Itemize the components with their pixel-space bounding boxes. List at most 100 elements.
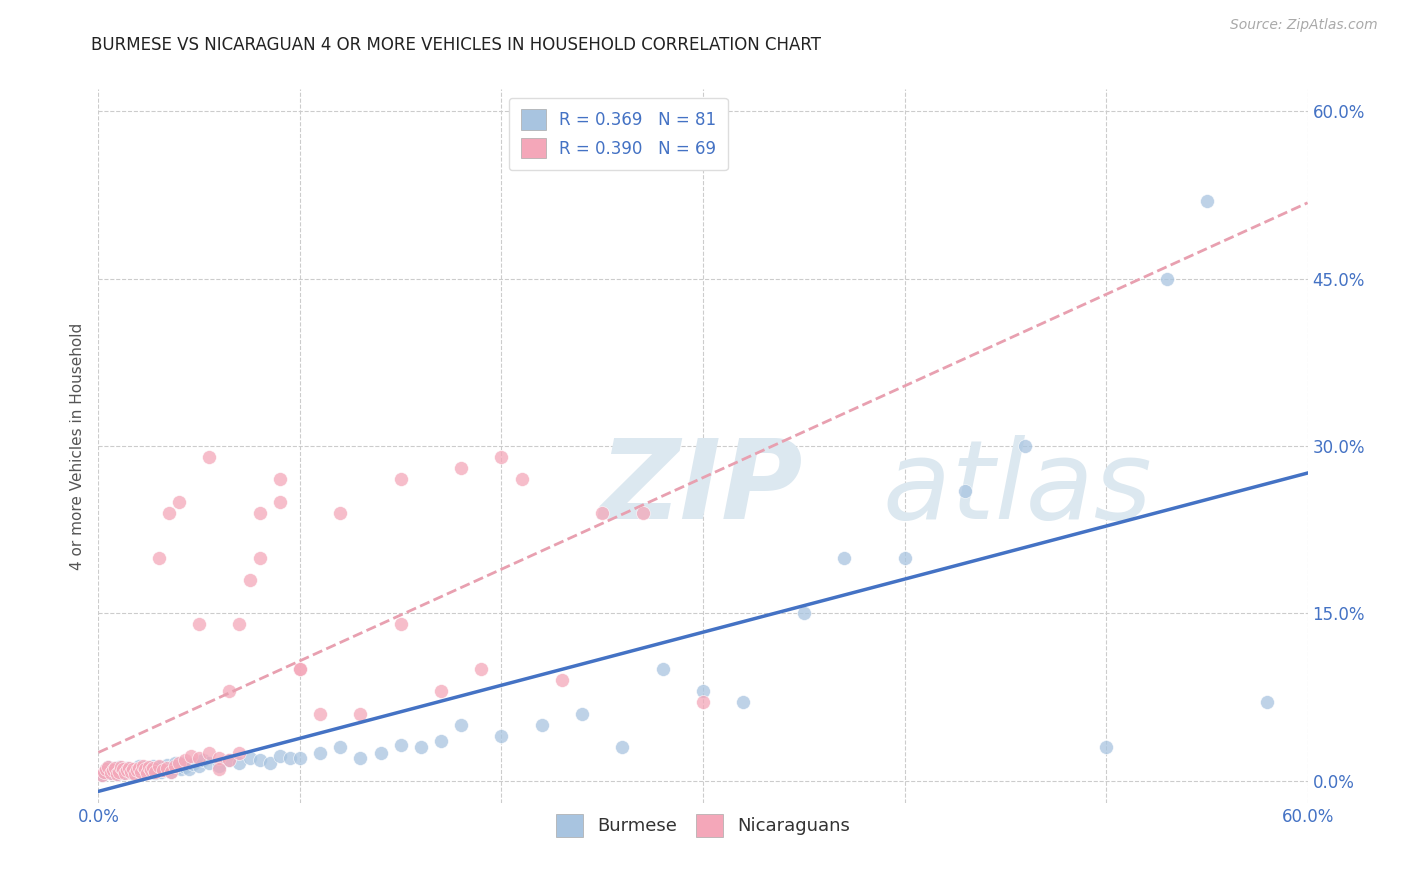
Point: [148, 550, 170, 565]
Point: [157, 762, 180, 776]
Point: [96, 762, 118, 776]
Point: [259, 756, 281, 770]
Point: [139, 764, 162, 779]
Point: [389, 617, 412, 632]
Point: [450, 461, 472, 475]
Point: [114, 764, 136, 778]
Point: [107, 760, 129, 774]
Point: [309, 706, 332, 721]
Point: [228, 746, 250, 760]
Point: [157, 506, 180, 520]
Point: [188, 751, 211, 765]
Point: [160, 764, 183, 779]
Point: [651, 662, 673, 676]
Point: [591, 506, 613, 520]
Point: [149, 764, 172, 779]
Point: [120, 764, 142, 779]
Point: [101, 764, 124, 778]
Point: [174, 760, 197, 774]
Point: [124, 764, 146, 778]
Point: [1256, 696, 1278, 710]
Point: [249, 550, 271, 565]
Point: [228, 756, 250, 770]
Point: [129, 762, 152, 776]
Point: [239, 751, 262, 765]
Point: [208, 751, 231, 765]
Point: [110, 760, 132, 774]
Point: [115, 764, 138, 778]
Point: [530, 717, 553, 731]
Point: [132, 765, 155, 780]
Point: [139, 764, 162, 778]
Point: [179, 762, 201, 776]
Point: [198, 756, 221, 770]
Point: [138, 761, 160, 775]
Point: [132, 759, 155, 773]
Point: [114, 765, 136, 780]
Point: [163, 759, 186, 773]
Point: [103, 761, 125, 775]
Point: [110, 762, 132, 776]
Point: [91, 768, 114, 782]
Point: [118, 764, 141, 779]
Point: [167, 494, 190, 508]
Point: [631, 506, 654, 520]
Point: [1156, 271, 1178, 285]
Point: [180, 749, 202, 764]
Point: [208, 759, 231, 773]
Point: [105, 767, 128, 781]
Point: [349, 751, 371, 765]
Point: [832, 550, 855, 565]
Point: [172, 756, 194, 770]
Point: [409, 740, 432, 755]
Point: [120, 762, 142, 776]
Point: [692, 684, 714, 698]
Point: [129, 764, 152, 779]
Point: [793, 607, 815, 621]
Point: [389, 472, 412, 486]
Point: [152, 764, 174, 778]
Point: [101, 764, 124, 778]
Point: [142, 759, 165, 773]
Point: [288, 751, 311, 765]
Text: Source: ZipAtlas.com: Source: ZipAtlas.com: [1230, 18, 1378, 32]
Point: [1195, 194, 1218, 208]
Point: [349, 706, 371, 721]
Point: [193, 753, 215, 767]
Point: [228, 617, 250, 632]
Point: [100, 765, 122, 780]
Point: [156, 761, 179, 775]
Point: [269, 749, 291, 764]
Point: [510, 472, 533, 486]
Point: [163, 756, 186, 770]
Point: [143, 764, 166, 779]
Point: [249, 506, 271, 520]
Point: [167, 760, 190, 774]
Legend: Burmese, Nicaraguans: Burmese, Nicaraguans: [548, 807, 858, 844]
Point: [1014, 439, 1036, 453]
Point: [148, 759, 170, 773]
Point: [188, 759, 211, 773]
Point: [288, 662, 311, 676]
Point: [370, 746, 392, 760]
Point: [239, 573, 262, 587]
Point: [450, 717, 472, 731]
Point: [160, 764, 183, 779]
Point: [138, 760, 160, 774]
Point: [288, 662, 311, 676]
Point: [97, 760, 120, 774]
Point: [93, 764, 115, 779]
Point: [97, 760, 120, 774]
Point: [128, 759, 150, 773]
Point: [142, 761, 165, 775]
Point: [107, 764, 129, 779]
Point: [125, 761, 148, 775]
Point: [107, 764, 129, 779]
Point: [329, 506, 352, 520]
Point: [118, 761, 141, 775]
Point: [134, 762, 156, 776]
Y-axis label: 4 or more Vehicles in Household: 4 or more Vehicles in Household: [69, 322, 84, 570]
Point: [105, 767, 128, 781]
Point: [188, 617, 211, 632]
Point: [128, 761, 150, 775]
